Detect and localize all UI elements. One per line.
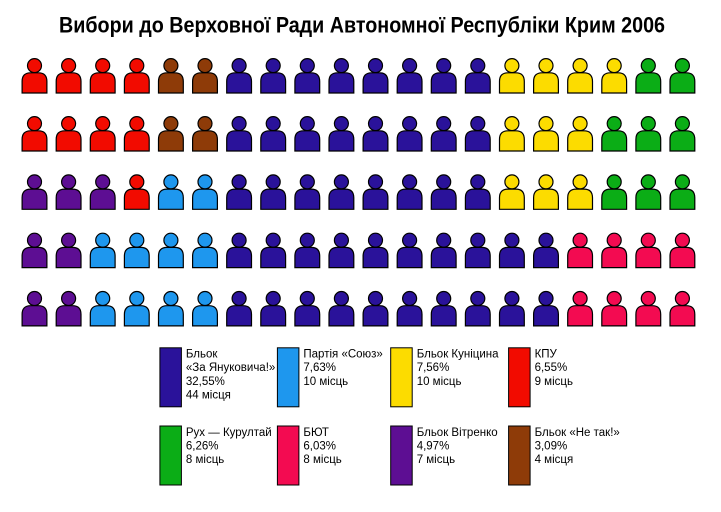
svg-text:7 місць: 7 місць	[417, 454, 455, 466]
svg-text:Бльок Куніцина: Бльок Куніцина	[417, 349, 499, 361]
svg-text:6,55%: 6,55%	[535, 362, 568, 374]
svg-text:6,03%: 6,03%	[303, 440, 336, 452]
svg-text:Партія «Союз»: Партія «Союз»	[303, 349, 382, 361]
svg-text:Рух — Курултай: Рух — Курултай	[186, 427, 272, 439]
svg-text:КПУ: КПУ	[535, 349, 558, 361]
svg-text:Бльок Вітренко: Бльок Вітренко	[417, 427, 498, 439]
svg-text:10 місць: 10 місць	[417, 376, 462, 388]
svg-text:6,26%: 6,26%	[186, 440, 219, 452]
svg-text:3,09%: 3,09%	[535, 440, 568, 452]
svg-text:32,55%: 32,55%	[186, 376, 225, 388]
svg-text:7,63%: 7,63%	[303, 362, 336, 374]
svg-text:Вибори до Верховної Ради Автон: Вибори до Верховної Ради Автономної Респ…	[59, 12, 665, 37]
svg-text:4,97%: 4,97%	[417, 440, 450, 452]
svg-text:Бльок: Бльок	[186, 349, 219, 361]
svg-text:8 місць: 8 місць	[303, 454, 341, 466]
svg-text:9 місць: 9 місць	[535, 376, 573, 388]
svg-text:7,56%: 7,56%	[417, 362, 450, 374]
svg-text:«За Януковича!»: «За Януковича!»	[186, 362, 275, 374]
svg-text:8 місць: 8 місць	[186, 454, 224, 466]
svg-text:БЮТ: БЮТ	[303, 427, 329, 439]
svg-text:44 місця: 44 місця	[186, 389, 231, 401]
svg-text:Бльок «Не так!»: Бльок «Не так!»	[535, 427, 620, 439]
svg-text:10 місць: 10 місць	[303, 376, 348, 388]
svg-text:4 місця: 4 місця	[535, 454, 574, 466]
